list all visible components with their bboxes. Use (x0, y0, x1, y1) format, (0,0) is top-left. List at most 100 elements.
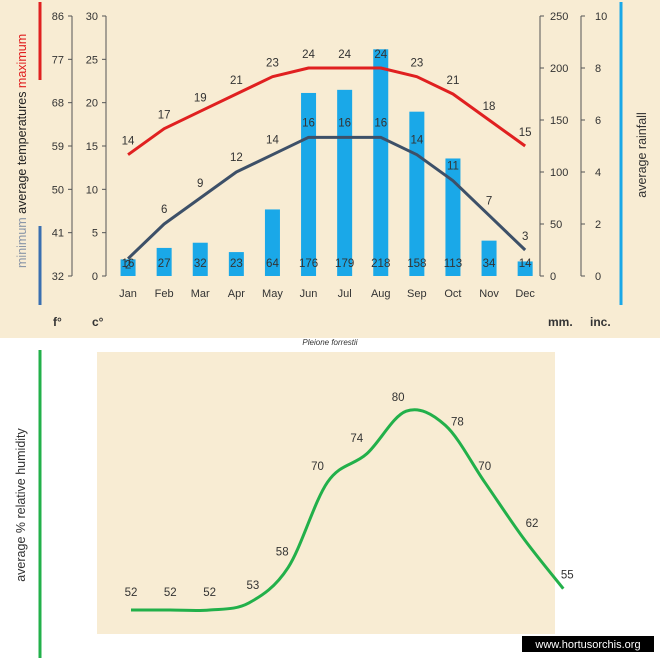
fahrenheit-unit-label: f° (53, 315, 62, 329)
rainfall-bar-aug (373, 49, 389, 276)
month-label: Apr (228, 288, 245, 300)
rainfall-data-label: 179 (335, 258, 354, 270)
celsius-unit-label: c° (92, 315, 104, 329)
fahrenheit-tick-label: 86 (52, 11, 64, 23)
month-label: Jun (300, 288, 318, 300)
minimum-data-label: 2 (125, 260, 131, 272)
fahrenheit-tick-label: 32 (52, 271, 64, 283)
watermark-background (522, 636, 654, 652)
month-label: May (262, 288, 283, 300)
minimum-data-label: 9 (197, 178, 203, 190)
fahrenheit-tick-label: 59 (52, 141, 64, 153)
climate-chart-background (0, 0, 660, 338)
month-label: Mar (191, 288, 210, 300)
humidity-data-label: 70 (478, 461, 491, 473)
mm-tick-label: 50 (550, 219, 562, 231)
inches-tick-label: 2 (595, 219, 601, 231)
maximum-data-label: 21 (447, 75, 460, 87)
humidity-data-label: 52 (203, 587, 216, 599)
average-temperatures-label: average temperatures (15, 88, 29, 214)
inches-tick-label: 10 (595, 11, 607, 23)
inches-tick-label: 6 (595, 115, 601, 127)
rainfall-bar-jan (120, 259, 136, 276)
minimum-data-label: 16 (374, 117, 387, 129)
rainfall-data-label: 218 (371, 258, 390, 270)
month-label: Feb (155, 288, 174, 300)
humidity-line (131, 408, 565, 613)
minimum-data-label: 6 (161, 204, 167, 216)
inches-tick-label: 4 (595, 167, 601, 179)
celsius-tick-label: 25 (86, 54, 98, 66)
minimum-data-label: 16 (302, 117, 315, 129)
month-label: Oct (444, 288, 461, 300)
maximum-data-label: 15 (519, 127, 532, 139)
maximum-data-label: 14 (122, 136, 135, 148)
minimum-data-label: 12 (230, 152, 243, 164)
rainfall-bar-oct (445, 158, 461, 276)
celsius-tick-label: 0 (92, 271, 98, 283)
inches-tick-label: 0 (595, 271, 601, 283)
inches-tick-label: 8 (595, 63, 601, 75)
maximum-label: maximum (15, 34, 29, 88)
minimum-label: minimum (15, 214, 29, 268)
month-label: Nov (479, 288, 499, 300)
humidity-data-label: 74 (350, 433, 363, 445)
humidity-data-label: 52 (125, 587, 138, 599)
maximum-data-label: 17 (158, 110, 171, 122)
celsius-tick-label: 20 (86, 98, 98, 110)
temperature-axis-title: minimum average temperatures maximum (15, 34, 29, 268)
maximum-temperature-line (127, 66, 527, 156)
celsius-tick-label: 15 (86, 141, 98, 153)
minimum-data-label: 16 (338, 117, 351, 129)
mm-tick-label: 200 (550, 63, 568, 75)
maximum-data-label: 21 (230, 75, 243, 87)
mm-tick-label: 100 (550, 167, 568, 179)
humidity-data-label: 78 (451, 416, 464, 428)
mm-tick-label: 0 (550, 271, 556, 283)
rainfall-data-label: 64 (266, 258, 279, 270)
rainfall-data-label: 32 (194, 258, 207, 270)
rainfall-bar-feb (156, 247, 172, 276)
mm-tick-label: 150 (550, 115, 568, 127)
fahrenheit-tick-label: 77 (52, 54, 64, 66)
minimum-data-label: 3 (522, 231, 528, 243)
rainfall-data-label: 176 (299, 258, 318, 270)
maximum-data-label: 18 (483, 101, 496, 113)
rainfall-bar-dec (517, 261, 533, 276)
rainfall-axis-title: average rainfall (635, 112, 649, 197)
rainfall-data-label: 23 (230, 258, 243, 270)
humidity-data-label: 62 (526, 518, 539, 530)
humidity-chart-background (97, 352, 555, 634)
fahrenheit-tick-label: 68 (52, 98, 64, 110)
humidity-data-label: 52 (164, 587, 177, 599)
humidity-data-label: 80 (392, 392, 405, 404)
rainfall-data-label: 27 (158, 258, 171, 270)
fahrenheit-tick-label: 50 (52, 184, 64, 196)
minimum-data-label: 11 (447, 161, 459, 173)
rainfall-data-label: 158 (407, 258, 426, 270)
rainfall-bar-may (264, 209, 280, 276)
maximum-data-label: 23 (410, 58, 423, 70)
humidity-data-label: 58 (276, 546, 289, 558)
species-subtitle: Pleione forrestii (302, 338, 357, 347)
minimum-data-label: 7 (486, 195, 492, 207)
minimum-data-label: 14 (266, 135, 279, 147)
rainfall-bar-nov (481, 240, 497, 276)
humidity-data-label: 53 (247, 580, 260, 592)
rainfall-bar-apr (228, 252, 244, 276)
celsius-tick-label: 5 (92, 228, 98, 240)
inches-unit-label: inc. (590, 315, 611, 329)
maximum-data-label: 24 (338, 49, 351, 61)
maximum-data-label: 19 (194, 92, 207, 104)
month-label: Dec (515, 288, 535, 300)
month-label: Jan (119, 288, 137, 300)
maximum-data-label: 24 (302, 49, 315, 61)
mm-unit-label: mm. (548, 315, 573, 329)
month-label: Jul (338, 288, 352, 300)
mm-tick-label: 250 (550, 11, 568, 23)
rainfall-data-label: 34 (483, 258, 496, 270)
celsius-tick-label: 30 (86, 11, 98, 23)
month-label: Sep (407, 288, 427, 300)
rainfall-bar-mar (192, 242, 208, 276)
